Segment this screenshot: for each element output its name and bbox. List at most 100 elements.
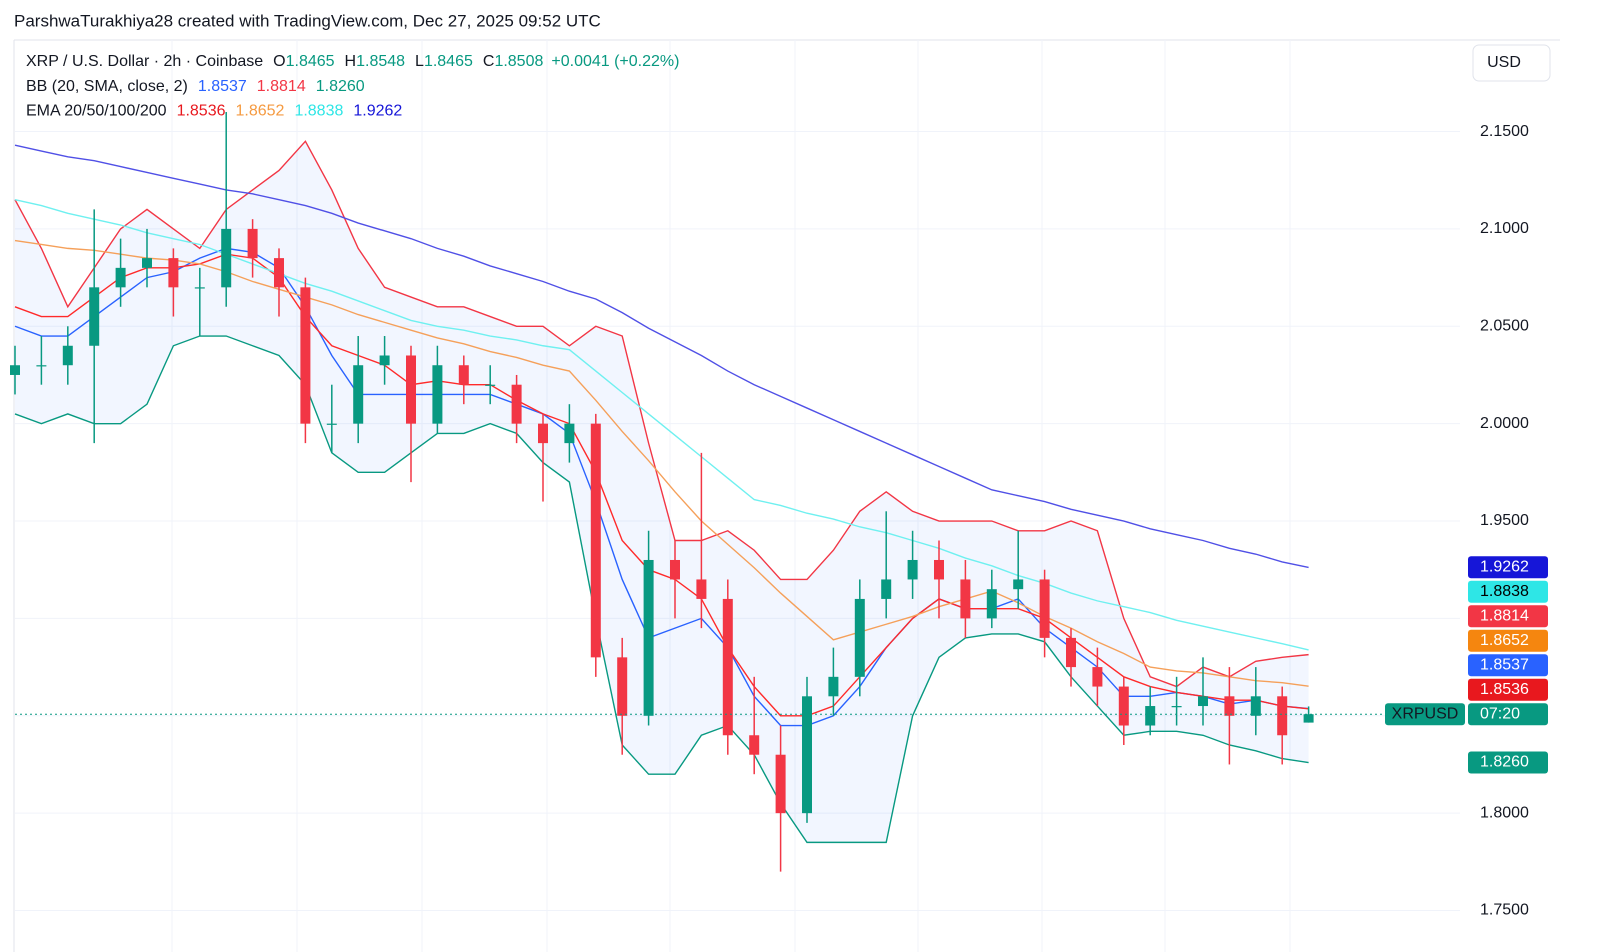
candle-body [1092,667,1103,687]
indicator-value: 1.8814 [257,78,306,95]
price-tag [1468,654,1548,677]
legend-indicator-line: EMA 20/50/100/200 1.8536 1.8652 1.8838 1.926… [26,103,402,120]
candle-body [36,365,47,367]
candle-body [142,258,152,268]
price-tag [1468,556,1548,579]
candle-body [168,258,179,288]
candle-body [1145,706,1156,726]
ohlc-key: H [345,53,357,70]
price-tag-label: 1.8838 [1480,583,1529,600]
candle-body [1039,579,1050,638]
symbol-tag [1385,703,1465,726]
indicator-value: 1.8260 [316,78,365,95]
candle-body [564,423,575,444]
price-tag-label: 1.8260 [1480,754,1529,771]
candle-body [485,384,496,386]
change: +0.0041 (+0.22%) [551,53,679,70]
candle-body [696,579,707,599]
candle-body [432,365,443,424]
symbol: XRP / U.S. Dollar · 2h · Coinbase [26,53,263,70]
candle-body [62,345,73,366]
candle-body [274,258,284,288]
countdown-tag [1468,703,1548,726]
candle-body [458,365,469,385]
candle-body [590,423,601,658]
candle-body [1066,637,1076,668]
candle-body [670,559,680,580]
indicator-name: BB (20, SMA, close, 2) [26,78,188,95]
price-tag [1468,751,1548,774]
ohlc-value: 1.8548 [356,53,405,70]
countdown-label: 07:20 [1480,705,1520,722]
candle-body [802,696,812,814]
ohlc-value: 1.8508 [494,53,543,70]
candle-body [1250,696,1261,716]
indicator-line [14,144,1309,569]
ohlc-value: 1.8465 [424,53,473,70]
currency-button[interactable] [1472,44,1551,82]
indicator-name: EMA 20/50/100/200 [26,103,167,120]
indicator-line [14,140,1309,688]
candle-body [89,287,100,346]
price-tag [1468,629,1548,652]
candle-body [406,355,416,424]
price-tag [1468,678,1548,701]
y-tick-label: 1.7500 [1480,902,1529,919]
indicator-value: 1.8537 [198,78,247,95]
attribution: ParshwaTurakhiya28 created with TradingV… [14,11,601,30]
candle-body [300,287,311,424]
ohlc-value: 1.8465 [286,53,335,70]
y-tick-label: 2.1500 [1480,123,1529,140]
candle-body [722,598,733,736]
indicator-value: 1.8536 [177,103,226,120]
price-tag-label: 1.8652 [1480,632,1529,649]
legend-indicator-line: BB (20, SMA, close, 2) 1.8537 1.8814 1.8260 [26,78,365,95]
candle-body [511,384,522,424]
candle-body [115,267,126,288]
y-tick-label: 1.9500 [1480,512,1529,529]
candle-body [1303,714,1314,723]
candle-body [221,228,232,288]
currency[interactable]: USD [1487,54,1521,71]
candle-body [828,676,839,697]
legend-symbol-line: XRP / U.S. Dollar · 2h · Coinbase O1.8465… [26,53,679,70]
symbol-label: XRPUSD [1392,705,1459,722]
candle-body [10,365,20,375]
indicator-value: 1.8652 [236,103,285,120]
candle-body [934,559,944,580]
ohlc-key: C [483,53,495,70]
price-tag-label: 1.8814 [1480,607,1529,624]
candle-body [1198,696,1208,707]
candle-body [247,228,258,259]
candle-body [617,657,628,716]
y-tick-label: 2.1000 [1480,220,1529,237]
indicator-value: 1.8838 [294,103,343,120]
candle-body [1171,706,1182,708]
candle-body [907,559,918,580]
price-tag-label: 1.8537 [1480,656,1529,673]
price-tag-label: 1.9262 [1480,558,1529,575]
ohlc-key: L [415,53,424,70]
candle-body [643,559,654,716]
price-tag [1468,605,1548,628]
indicator-value: 1.9262 [353,103,402,120]
candle-body [960,579,971,619]
candle-body [1277,696,1288,736]
candle-body [775,754,786,814]
candle-body [194,287,205,289]
candle-body [538,423,548,444]
bollinger-band-fill [15,141,1309,843]
y-tick-label: 2.0500 [1480,317,1529,334]
candle-body [1118,686,1129,726]
price-tag [1468,580,1548,603]
price-tag-label: 1.8536 [1480,681,1529,698]
candle-body [854,598,865,677]
candle-body [379,355,390,366]
indicator-line [14,335,1309,844]
candle-body [881,579,892,599]
candle-body [1013,579,1024,590]
ohlc-key: O [273,53,285,70]
y-tick-label: 2.0000 [1480,415,1529,432]
